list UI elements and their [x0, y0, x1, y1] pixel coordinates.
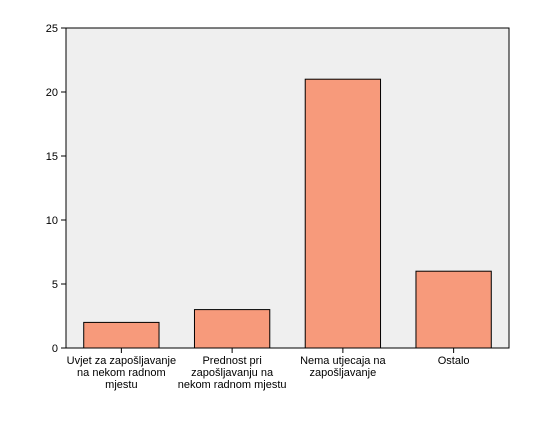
y-tick-label: 15	[46, 151, 58, 163]
y-axis: 0 5 10 15 20 25	[46, 23, 66, 355]
y-tick-label: 0	[52, 343, 58, 355]
x-tick-label: Nema utjecaja na zapošljavanje	[300, 355, 386, 379]
bar	[193, 309, 271, 349]
bar	[415, 270, 492, 349]
y-tick-label: 25	[46, 23, 58, 35]
x-tick-label-line: zapošljavanju na	[191, 367, 274, 379]
bars	[83, 78, 492, 349]
y-tick-label: 5	[52, 279, 58, 291]
x-tick-label-line: Uvjet za zapošljavanje	[67, 355, 176, 367]
bar	[83, 321, 160, 349]
x-tick-label-line: mjestu	[105, 379, 137, 391]
bar	[304, 78, 382, 349]
x-tick-label-line: zapošljavanje	[310, 367, 377, 379]
x-tick-label-line: nekom radnom mjestu	[178, 379, 287, 391]
y-tick-label: 10	[46, 215, 58, 227]
x-tick-label-line: Ostalo	[438, 355, 470, 367]
x-tick-label-line: Nema utjecaja na	[300, 355, 386, 367]
x-tick-label-line: Prednost pri	[202, 355, 261, 367]
x-tick-label: Prednost pri zapošljavanju na nekom radnom…	[178, 355, 287, 391]
x-tick-label-line: na nekom radnom	[77, 367, 166, 379]
y-tick-label: 20	[46, 87, 58, 99]
x-tick-label: Ostalo	[438, 355, 470, 367]
x-axis: Uvjet za zapošljavanje na nekom radnom mje…	[67, 348, 470, 391]
x-tick-label: Uvjet za zapošljavanje na nekom radnom mje…	[67, 355, 176, 391]
